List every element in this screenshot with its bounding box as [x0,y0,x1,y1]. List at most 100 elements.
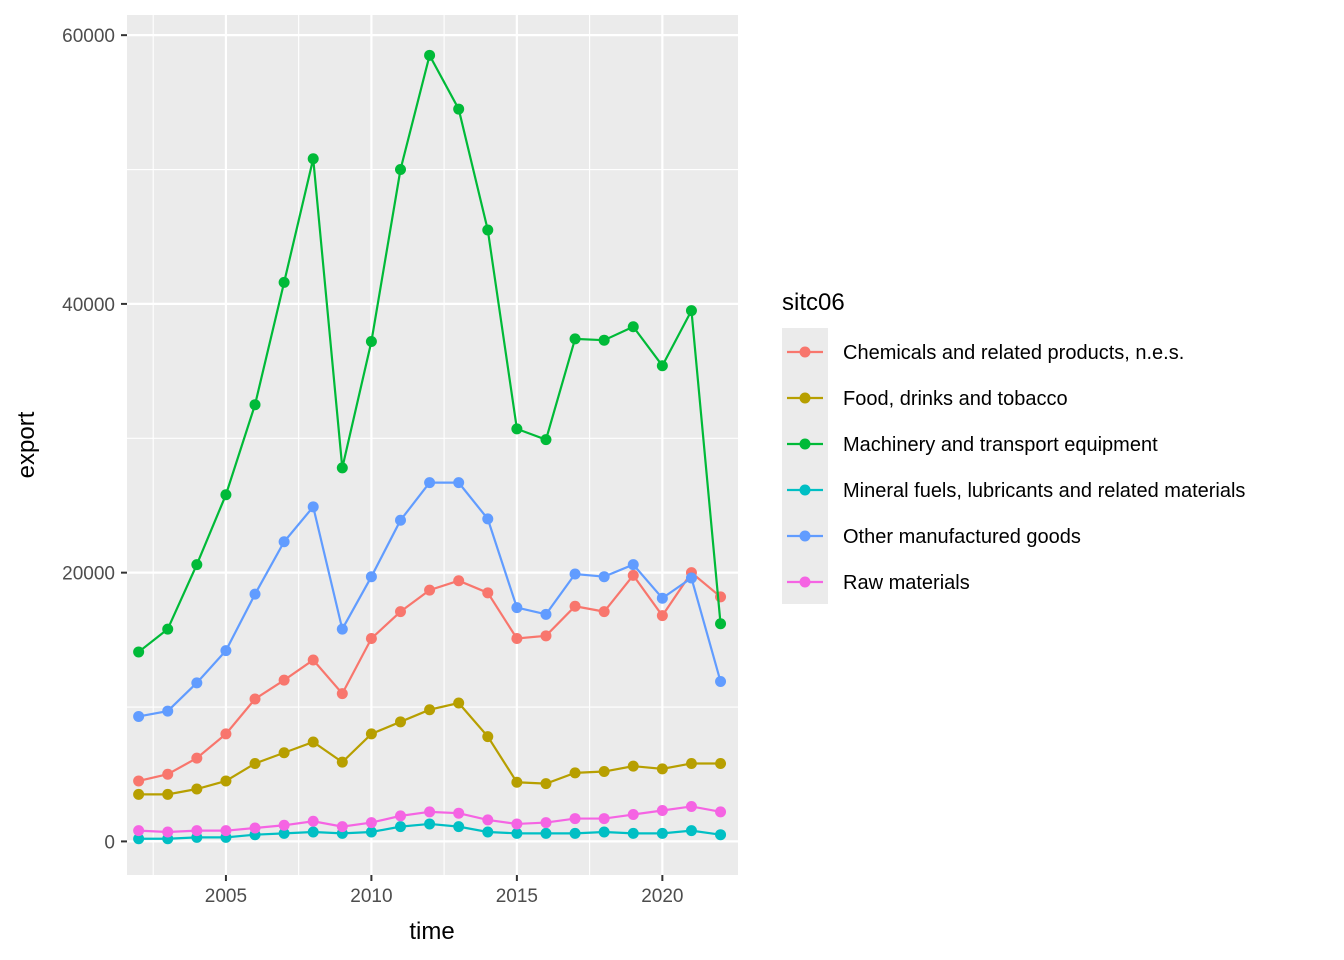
data-point [191,825,203,837]
data-point [569,827,581,839]
y-tick-label: 0 [104,832,115,853]
x-tick-label: 2020 [641,886,683,907]
data-point [220,489,232,501]
x-tick-label: 2010 [350,886,392,907]
data-point [627,809,639,821]
data-point [656,610,668,622]
y-axis-title: export [13,411,40,478]
legend-item: Food, drinks and tobacco [787,388,1068,410]
data-point [482,224,494,236]
legend-label: Other manufactured goods [843,526,1081,548]
data-point [482,814,494,826]
panel-background [127,15,738,875]
data-point [656,592,668,604]
data-point [162,788,174,800]
data-point [540,608,552,620]
y-tick-label: 40000 [62,295,115,316]
data-point [598,766,610,778]
data-point [278,827,290,839]
data-point [424,49,436,61]
data-point [715,829,727,841]
legend-label: Machinery and transport equipment [843,434,1158,456]
series-layer [133,49,727,845]
legend-key-point [799,530,811,542]
legend-key-point [799,438,811,450]
data-point [511,602,523,614]
data-point [511,818,523,830]
data-point [249,822,261,834]
data-point [540,817,552,829]
data-point [162,623,174,635]
data-point [365,633,377,644]
legend-key-point [799,346,811,358]
data-point [715,757,727,769]
data-point [598,826,610,838]
y-axis-ticks: 0 20000 40000 60000 [62,26,127,853]
data-point [249,588,261,600]
data-point [511,827,523,839]
data-point [482,513,494,525]
data-point [715,676,727,687]
data-point [715,806,727,818]
data-point [540,827,552,839]
series-1 [133,697,727,800]
data-point [424,818,436,830]
data-point [453,821,465,833]
data-point [540,778,552,790]
data-point [307,815,319,827]
data-point [394,821,406,833]
data-point [133,646,145,658]
data-point [482,587,494,599]
data-point [569,333,581,345]
series-3 [133,818,727,845]
legend-label: Raw materials [843,572,970,594]
data-point [278,276,290,288]
data-point [511,633,523,644]
legend-item: Mineral fuels, lubricants and related ma… [787,480,1245,502]
x-axis-title: time [409,918,454,945]
data-point [191,752,203,764]
data-point [220,825,232,837]
legend-item: Machinery and transport equipment [787,434,1158,456]
legend-key-background [782,328,828,604]
data-point [336,623,348,635]
data-point [424,806,436,818]
data-point [191,677,203,689]
series-4 [133,477,727,722]
data-point [540,434,552,446]
x-tick-label: 2015 [496,886,538,907]
data-point [162,826,174,838]
data-point [598,606,610,618]
series-5 [133,800,727,838]
data-point [482,826,494,838]
data-point [569,568,581,580]
data-point [336,462,348,474]
data-point [627,827,639,839]
data-point [685,825,697,837]
data-point [627,559,639,571]
data-point [627,760,639,772]
data-point [220,775,232,787]
data-point [569,767,581,779]
data-point [627,569,639,581]
data-point [249,693,261,705]
data-point [685,305,697,317]
data-point [278,747,290,759]
series-2 [133,49,727,658]
data-point [453,807,465,819]
data-point [307,826,319,838]
data-point [307,654,319,666]
data-point [394,514,406,526]
data-point [278,674,290,686]
data-point [133,833,145,845]
data-point [598,571,610,583]
data-point [162,705,174,717]
x-axis-ticks: 2005 2010 2015 2020 [205,875,683,907]
data-point [365,336,377,348]
data-point [365,571,377,583]
y-tick-label: 20000 [62,564,115,585]
data-point [278,819,290,831]
data-point [453,575,465,587]
data-point [627,321,639,333]
data-point [511,776,523,788]
